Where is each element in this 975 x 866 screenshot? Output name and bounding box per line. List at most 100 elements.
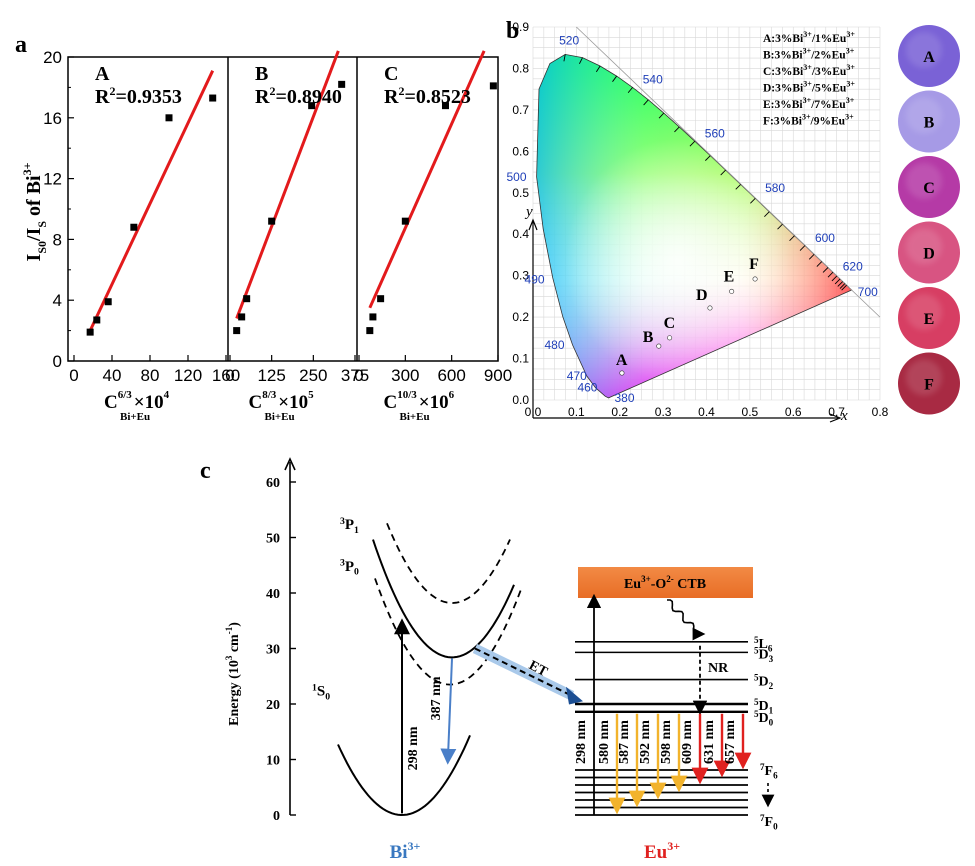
x-tick-label: 375 [341, 366, 369, 385]
cie-point-label: F [749, 256, 759, 273]
energy-tick-label: 30 [266, 643, 280, 658]
locus-tick [789, 235, 795, 241]
y-tick-label: 0 [53, 352, 62, 371]
locus-tick [831, 275, 838, 282]
ylabel-main: I [23, 253, 45, 261]
ion-label: Eu3+ [644, 839, 680, 863]
eu-emission-label: 592 nm [638, 720, 653, 764]
data-point [86, 328, 94, 336]
y-tick-label: 12 [43, 170, 62, 189]
ctb-label: Eu3+-O2- CTB [624, 574, 706, 592]
data-point [209, 94, 217, 102]
locus-tick [595, 65, 601, 73]
eu-level-label: 5D2 [754, 673, 774, 691]
subplot-letter: A [95, 63, 110, 85]
x-tick-label: 0.6 [785, 405, 802, 419]
energy-tick-label: 50 [266, 532, 280, 547]
eu-level-label: 5D0 [754, 709, 774, 727]
energy-ylabel: Energy (103 cm-1) [224, 622, 242, 726]
wavelength-label: 540 [643, 73, 663, 87]
energy-tick-label: 20 [266, 698, 280, 713]
photo-glow [906, 163, 942, 199]
x-tick-label: 0.4 [698, 405, 715, 419]
data-point [401, 217, 409, 225]
bi-transition-label: 387 nm [429, 676, 444, 720]
legend-entry: A:3%Bi3+/1%Eu3+ [763, 30, 855, 45]
fit-line [235, 50, 340, 319]
x-tick-label: 900 [484, 366, 512, 385]
legend-entry: D:3%Bi3+/5%Eu3+ [763, 80, 855, 95]
eu-emission-label: 598 nm [659, 720, 674, 764]
locus-tick [837, 281, 844, 287]
eu-emission-label: 609 nm [680, 720, 695, 764]
cie-point-label: E [724, 268, 735, 285]
x-tick-label: 250 [299, 366, 327, 385]
energy-tick-label: 10 [266, 754, 280, 769]
wavelength-label: 580 [765, 181, 785, 195]
et-arrowhead [566, 686, 583, 705]
ctb-relax-arrow [667, 599, 706, 641]
nr-label: NR [708, 661, 729, 676]
x-tick-label: 0.7 [828, 405, 845, 419]
energy-tick-label: 0 [273, 809, 280, 824]
cie-point-label: B [643, 329, 654, 346]
cie-point [619, 370, 625, 376]
y-tick-label: 4 [53, 291, 62, 310]
eu-ground-label: 7F6 [760, 762, 778, 780]
locus-tick [674, 126, 680, 133]
energy-tick-label: 60 [266, 476, 280, 491]
panel-label-c: c [200, 458, 211, 484]
svg-text:IS0/IS of Bi3+: IS0/IS of Bi3+ [20, 162, 49, 261]
fit-line [368, 50, 486, 309]
x-tick-label: 0.8 [872, 405, 889, 419]
y-tick-label: 8 [53, 230, 62, 249]
data-point [369, 313, 377, 321]
panel-c: c 0 10 20 30 40 50 60 Energy (103 cm-1) 3P1 3P0… [200, 457, 778, 863]
x-tick-label: 40 [103, 366, 122, 385]
bi-emission-arrow [440, 658, 457, 765]
bi-state-label: 1S0 [312, 682, 330, 702]
eu-ground-label: 7F0 [760, 813, 778, 831]
data-point [238, 313, 246, 321]
data-point [489, 82, 497, 90]
x-tick-label: 0.1 [568, 405, 585, 419]
x-tick-label: 0.2 [611, 405, 628, 419]
cie-point-label: A [616, 352, 628, 369]
x-tick-label: 0.0 [525, 405, 542, 419]
panel-a-frame: 0 4 8 12 16 20 [43, 48, 499, 371]
locus-tick [816, 261, 823, 267]
photo-glow [906, 32, 942, 68]
sample-photos: A B C D E F [898, 25, 960, 415]
y-tick-label: 0.9 [512, 20, 529, 34]
photo-glow [906, 294, 942, 330]
wavelength-label: 700 [858, 285, 878, 299]
y-tick-label: 0.5 [512, 186, 529, 200]
et-arrow [474, 647, 575, 698]
x-tick-label: 0.3 [655, 405, 672, 419]
locus-tick [578, 57, 583, 65]
legend-entry: F:3%Bi3+/9%Eu3+ [763, 113, 854, 128]
legend-entry: B:3%Bi3+/2%Eu3+ [763, 47, 855, 62]
sample-photo-label: F [924, 377, 934, 394]
sample-photo-label: E [924, 311, 935, 328]
x-axis-label: C6/3 ×104 [104, 389, 170, 413]
x-axis-label-sub: Bi+Eu [120, 411, 150, 423]
panel-b: b 0.0 0.1 0.2 0.3 0.4 0.5 0.6 0.7 0.80.00.10.20.… [506, 18, 960, 424]
cie-axes: 0.0 0.1 0.2 0.3 0.4 0.5 0.6 0.7 0.8 0.0 0.1 0.2 0.3 0… [512, 20, 889, 423]
data-point [165, 114, 173, 122]
y-tick-label: 0.0 [512, 393, 529, 407]
eu-level-label: 5D3 [754, 645, 774, 663]
locus-tick [689, 140, 696, 147]
cie-points: ABC DEF [616, 256, 759, 376]
y-tick-label: 20 [43, 48, 62, 67]
eu-emission-label: 587 nm [617, 720, 632, 764]
cie-ylabel: y [524, 204, 533, 220]
locus-tick [827, 271, 834, 278]
wavelength-label: 460 [577, 381, 597, 395]
wavelength-label: 500 [506, 170, 526, 184]
eu-emission-label: 298 nm [574, 720, 589, 764]
panel-label-a: a [15, 32, 27, 58]
